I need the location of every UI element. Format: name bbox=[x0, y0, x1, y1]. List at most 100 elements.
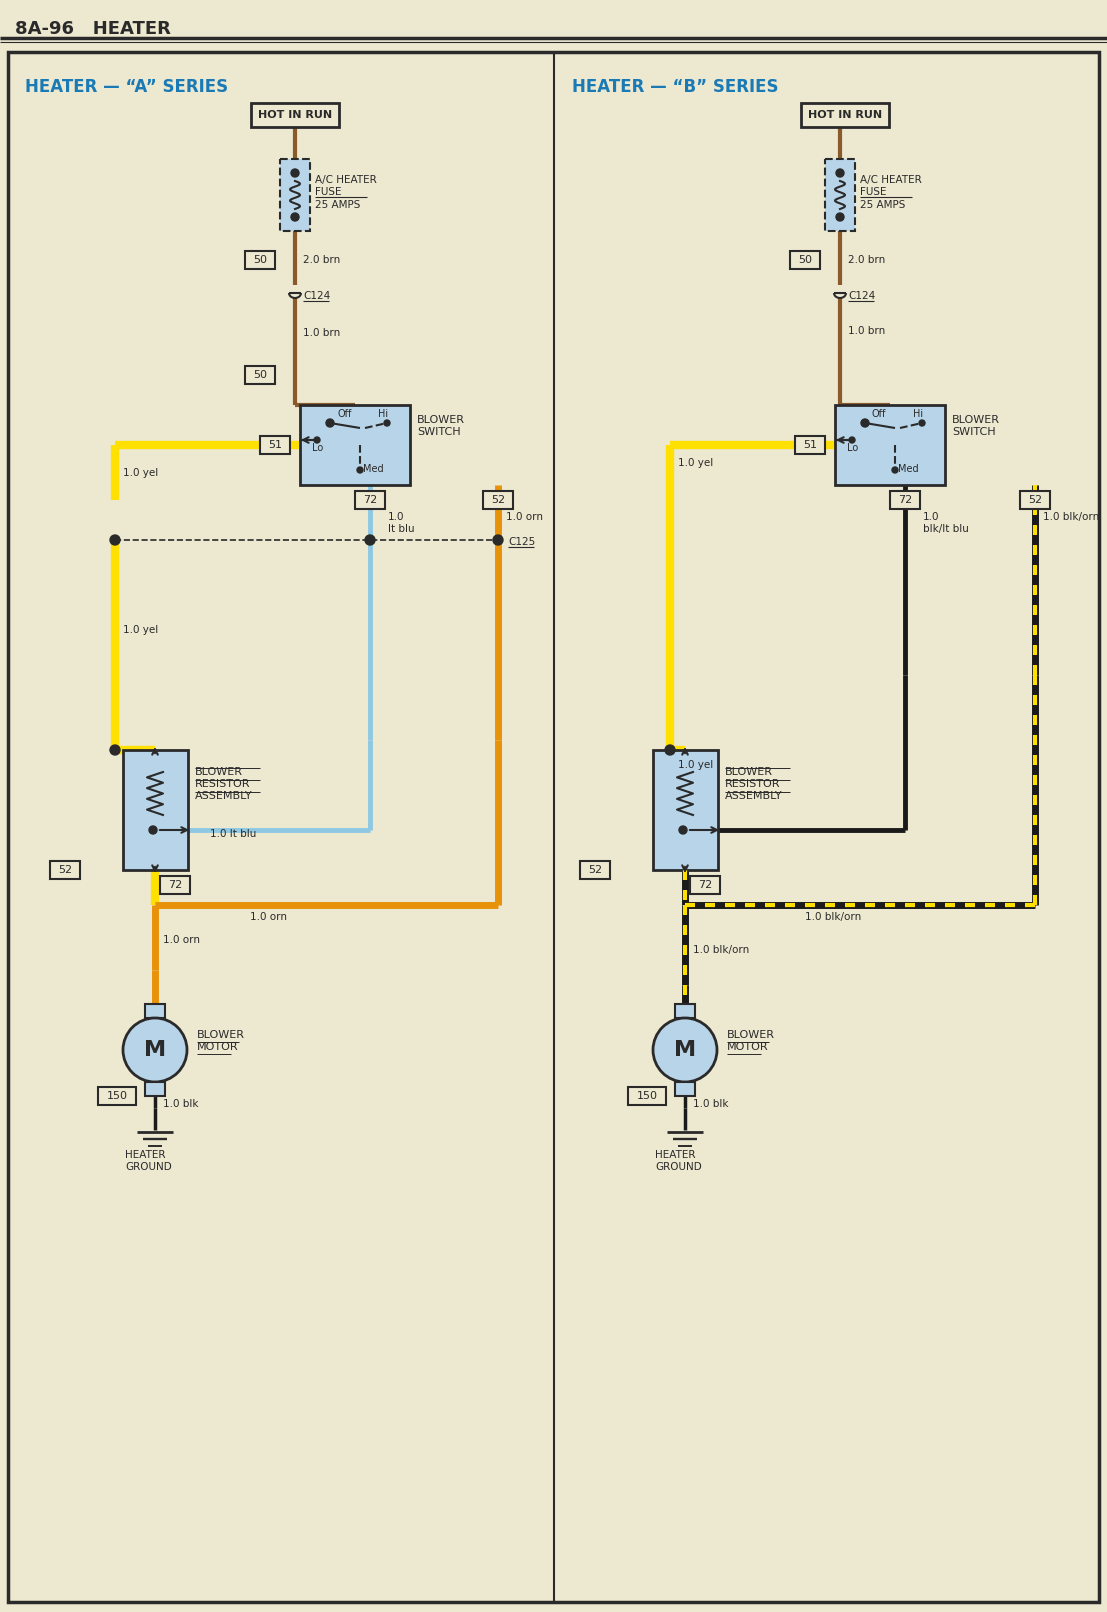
Text: 72: 72 bbox=[697, 880, 712, 890]
Text: A/C HEATER: A/C HEATER bbox=[860, 176, 922, 185]
Text: 1.0 orn: 1.0 orn bbox=[506, 513, 544, 522]
Text: GROUND: GROUND bbox=[125, 1162, 172, 1172]
Text: C125: C125 bbox=[508, 537, 536, 546]
Text: HOT IN RUN: HOT IN RUN bbox=[808, 110, 882, 119]
Text: BLOWER: BLOWER bbox=[195, 767, 244, 777]
Text: 50: 50 bbox=[254, 255, 267, 264]
Text: FUSE: FUSE bbox=[315, 187, 341, 197]
Text: 1.0 blk/orn: 1.0 blk/orn bbox=[805, 912, 861, 922]
Text: Off: Off bbox=[872, 409, 887, 419]
Text: A/C HEATER: A/C HEATER bbox=[315, 176, 376, 185]
Text: 1.0 blk/orn: 1.0 blk/orn bbox=[1043, 513, 1099, 522]
Bar bbox=[245, 251, 275, 269]
Text: ASSEMBLY: ASSEMBLY bbox=[195, 791, 252, 801]
Text: 51: 51 bbox=[803, 440, 817, 450]
Circle shape bbox=[892, 467, 898, 472]
Text: lt blu: lt blu bbox=[387, 524, 415, 534]
Bar bbox=[99, 1086, 136, 1104]
Circle shape bbox=[493, 535, 503, 545]
Bar bbox=[801, 103, 889, 127]
Bar bbox=[280, 160, 310, 231]
Text: 1.0 brn: 1.0 brn bbox=[848, 326, 886, 335]
Circle shape bbox=[919, 421, 925, 426]
Circle shape bbox=[325, 419, 334, 427]
Bar bbox=[628, 1086, 666, 1104]
Circle shape bbox=[849, 437, 855, 443]
Text: 1.0 blk: 1.0 blk bbox=[693, 1099, 728, 1109]
Text: 1.0 brn: 1.0 brn bbox=[303, 327, 340, 339]
Text: 52: 52 bbox=[490, 495, 505, 505]
Text: 72: 72 bbox=[898, 495, 912, 505]
Text: M: M bbox=[674, 1040, 696, 1061]
Text: Med: Med bbox=[898, 464, 919, 474]
Circle shape bbox=[836, 213, 844, 221]
Circle shape bbox=[653, 1019, 717, 1082]
Text: Hi: Hi bbox=[913, 409, 923, 419]
Circle shape bbox=[365, 535, 375, 545]
Text: 25 AMPS: 25 AMPS bbox=[860, 200, 906, 210]
Bar bbox=[50, 861, 80, 879]
Circle shape bbox=[291, 213, 299, 221]
Text: HEATER: HEATER bbox=[125, 1149, 166, 1161]
Text: 72: 72 bbox=[363, 495, 377, 505]
Bar bbox=[300, 405, 410, 485]
Text: 1.0 yel: 1.0 yel bbox=[123, 625, 158, 635]
Text: Hi: Hi bbox=[377, 409, 389, 419]
Circle shape bbox=[836, 169, 844, 177]
Text: Lo: Lo bbox=[847, 443, 858, 453]
Text: 1.0 yel: 1.0 yel bbox=[677, 458, 713, 467]
Text: 1.0 blk/orn: 1.0 blk/orn bbox=[693, 945, 749, 954]
Text: 1.0: 1.0 bbox=[923, 513, 940, 522]
Bar bbox=[1020, 492, 1051, 509]
Bar bbox=[580, 861, 610, 879]
Text: BLOWER: BLOWER bbox=[727, 1030, 775, 1040]
Circle shape bbox=[291, 169, 299, 177]
Bar bbox=[123, 750, 188, 870]
Text: RESISTOR: RESISTOR bbox=[195, 779, 250, 788]
Text: C124: C124 bbox=[303, 292, 330, 301]
Bar bbox=[161, 875, 190, 895]
Text: 150: 150 bbox=[106, 1091, 127, 1101]
Circle shape bbox=[665, 745, 675, 754]
Bar bbox=[835, 405, 945, 485]
Circle shape bbox=[123, 1019, 187, 1082]
Circle shape bbox=[110, 745, 120, 754]
Bar bbox=[145, 1004, 165, 1019]
Text: FUSE: FUSE bbox=[860, 187, 887, 197]
Text: BLOWER: BLOWER bbox=[197, 1030, 245, 1040]
Text: RESISTOR: RESISTOR bbox=[725, 779, 780, 788]
Text: Lo: Lo bbox=[312, 443, 323, 453]
Text: SWITCH: SWITCH bbox=[952, 427, 995, 437]
Text: HEATER: HEATER bbox=[655, 1149, 695, 1161]
Circle shape bbox=[861, 419, 869, 427]
Circle shape bbox=[110, 535, 120, 545]
Text: 51: 51 bbox=[268, 440, 282, 450]
Bar bbox=[825, 160, 855, 231]
Text: SWITCH: SWITCH bbox=[417, 427, 461, 437]
Text: 1.0 blk: 1.0 blk bbox=[163, 1099, 198, 1109]
Text: 8A-96   HEATER: 8A-96 HEATER bbox=[15, 19, 170, 39]
Text: blk/lt blu: blk/lt blu bbox=[923, 524, 969, 534]
Text: 1.0 orn: 1.0 orn bbox=[163, 935, 200, 945]
Bar bbox=[145, 1082, 165, 1096]
Text: 25 AMPS: 25 AMPS bbox=[315, 200, 361, 210]
Text: Med: Med bbox=[363, 464, 384, 474]
Bar bbox=[260, 435, 290, 455]
Text: 1.0 yel: 1.0 yel bbox=[123, 467, 158, 479]
Text: 52: 52 bbox=[58, 866, 72, 875]
Bar bbox=[483, 492, 513, 509]
Text: BLOWER: BLOWER bbox=[952, 414, 1000, 426]
Bar bbox=[251, 103, 339, 127]
Text: MOTOR: MOTOR bbox=[197, 1041, 239, 1053]
Bar bbox=[795, 435, 825, 455]
Bar bbox=[653, 750, 718, 870]
Text: 2.0 brn: 2.0 brn bbox=[303, 255, 340, 264]
Text: 52: 52 bbox=[588, 866, 602, 875]
Text: HOT IN RUN: HOT IN RUN bbox=[258, 110, 332, 119]
Text: C124: C124 bbox=[848, 292, 876, 301]
Bar bbox=[355, 492, 385, 509]
Circle shape bbox=[314, 437, 320, 443]
Text: 72: 72 bbox=[168, 880, 183, 890]
Text: 50: 50 bbox=[254, 371, 267, 380]
Text: 1.0 lt blu: 1.0 lt blu bbox=[210, 829, 257, 838]
